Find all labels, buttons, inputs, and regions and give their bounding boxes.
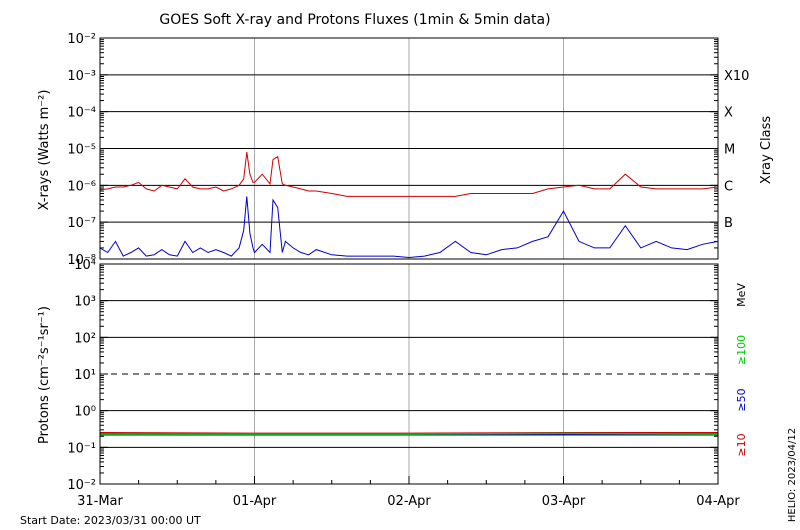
- proton-energy-label: ≥100: [735, 335, 748, 365]
- proton-y-tick-label: 10⁴: [74, 258, 96, 273]
- xray-panel-frame: [99, 37, 719, 260]
- x-axis-day-label: 03-Apr: [542, 494, 586, 509]
- xray-short-series-line: [99, 196, 719, 259]
- proton-y-tick-label: 10⁻²: [67, 478, 96, 493]
- xray-class-label: C: [724, 179, 733, 194]
- xray-y-tick-label: 10⁻⁵: [67, 143, 96, 158]
- xray-class-label: X: [724, 106, 733, 121]
- x-axis-day-label: 02-Apr: [387, 494, 431, 509]
- xray-y-tick-label: 10⁻³: [67, 69, 96, 84]
- proton-y-axis-label: Protons (cm⁻²s⁻¹sr⁻¹): [37, 306, 52, 444]
- proton-series-line: [100, 432, 719, 435]
- proton-y-tick-label: 10³: [74, 295, 96, 310]
- proton-energy-label: ≥50: [735, 388, 748, 411]
- proton-y-tick-label: 10¹: [74, 368, 96, 383]
- xray-y-tick-label: 10⁻²: [67, 32, 96, 47]
- xray-y-tick-label: 10⁻⁸: [67, 253, 96, 268]
- start-date-label: Start Date: 2023/03/31 00:00 UT: [20, 514, 201, 527]
- xray-class-axis-label: Xray Class: [759, 116, 774, 184]
- x-axis-day-label: 01-Apr: [233, 494, 277, 509]
- xray-class-label: M: [724, 143, 735, 158]
- helio-date-label: HELIO: 2023/04/12: [787, 428, 798, 522]
- x-axis-day-label: 04-Apr: [696, 494, 740, 509]
- xray-class-label: B: [724, 216, 733, 231]
- xray-y-tick-label: 10⁻⁶: [67, 179, 96, 194]
- xray-long-series-line: [99, 152, 719, 197]
- chart-title: GOES Soft X-ray and Protons Fluxes (1min…: [159, 12, 550, 28]
- proton-energy-label: MeV: [735, 283, 748, 307]
- xray-y-axis-label: X-rays (Watts m⁻²): [37, 90, 52, 211]
- proton-energy-label: ≥10: [735, 433, 748, 456]
- xray-class-label: X10: [724, 69, 749, 84]
- xray-y-tick-label: 10⁻⁷: [67, 216, 96, 231]
- proton-y-tick-label: 10⁻¹: [67, 441, 96, 456]
- x-axis-day-label: 31-Mar: [77, 494, 123, 509]
- proton-y-tick-label: 10²: [74, 331, 96, 346]
- xray-y-tick-label: 10⁻⁴: [67, 106, 96, 121]
- proton-y-tick-label: 10⁰: [74, 405, 96, 420]
